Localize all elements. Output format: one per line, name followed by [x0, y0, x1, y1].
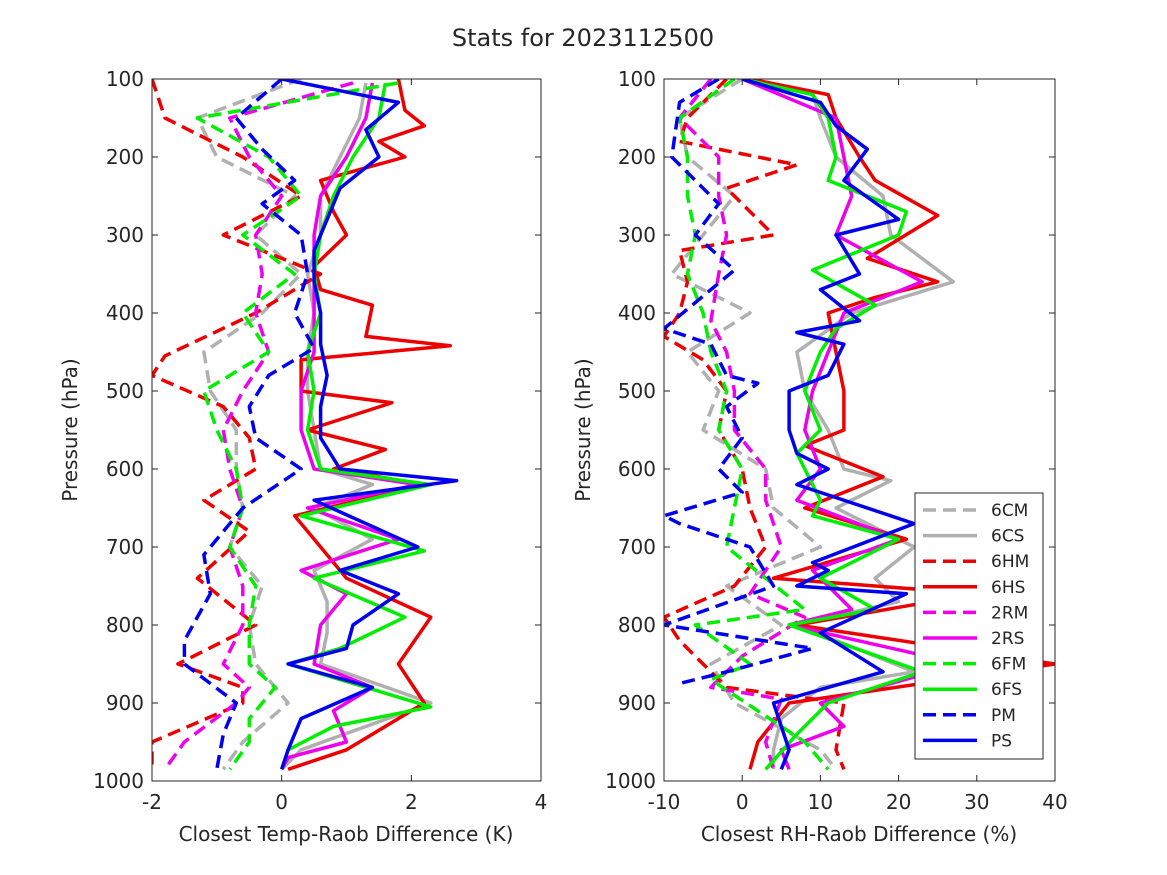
left-xtick-label: 0	[275, 790, 288, 814]
rh-difference-panel: Closest RH-Raob Difference (%) Pressure …	[571, 67, 1068, 846]
right-ytick-label: 300	[618, 223, 656, 247]
right-ytick-label: 1000	[605, 769, 656, 793]
right-series-6hs	[748, 79, 1055, 770]
right-xtick-label: 20	[886, 790, 911, 814]
left-xtick-label: 2	[405, 790, 418, 814]
right-xtick-label: -10	[648, 790, 681, 814]
right-ytick-label: 800	[618, 613, 656, 637]
left-ytick-label: 1000	[93, 769, 144, 793]
left-ytick-label: 300	[106, 223, 144, 247]
figure-title: Stats for 2023112500	[452, 24, 714, 52]
right-xlabel: Closest RH-Raob Difference (%)	[701, 822, 1017, 846]
legend-label-6hm: 6HM	[991, 552, 1029, 572]
left-ytick-label: 400	[106, 301, 144, 325]
right-ytick-label: 500	[618, 379, 656, 403]
left-ytick-label: 200	[106, 145, 144, 169]
right-ylabel: Pressure (hPa)	[571, 358, 595, 501]
left-series-ps	[280, 79, 459, 770]
left-ytick-label: 100	[106, 67, 144, 91]
legend: 6CM 6CS 6HM 6HS 2RM 2RS 6FM 6FS PM PS	[914, 492, 1044, 760]
left-ylabel: Pressure (hPa)	[58, 358, 82, 501]
left-series-6hm	[152, 79, 323, 770]
left-xtick-label: 4	[535, 790, 548, 814]
left-series-pm	[182, 79, 316, 770]
right-ytick-label: 600	[618, 457, 656, 481]
right-series-ps	[741, 79, 916, 770]
left-ytick-label: 900	[106, 691, 144, 715]
right-series-6cs	[741, 79, 956, 770]
right-series-pm	[664, 79, 815, 686]
left-ytick-label: 700	[106, 535, 144, 559]
right-series-6cm	[670, 79, 838, 771]
left-series-6fm	[195, 81, 399, 771]
right-axes-box	[663, 78, 1056, 782]
left-series-2rm	[163, 81, 354, 771]
legend-label-2rs: 2RS	[991, 629, 1024, 649]
left-ytick-label: 600	[106, 457, 144, 481]
right-series-6fs	[741, 79, 924, 771]
right-xtick-label: 30	[964, 790, 989, 814]
legend-label-6cm: 6CM	[991, 501, 1028, 521]
legend-label-6fs: 6FS	[991, 680, 1022, 700]
right-xtick-label: 0	[736, 790, 749, 814]
right-series-6fm	[677, 79, 830, 771]
legend-label-6cs: 6CS	[991, 527, 1024, 547]
right-ytick-label: 100	[618, 67, 656, 91]
legend-label-pm: PM	[991, 706, 1016, 726]
right-xtick-label: 10	[808, 790, 833, 814]
legend-label-6fm: 6FM	[991, 655, 1026, 675]
right-xtick-label: 40	[1042, 790, 1067, 814]
left-xtick-label: -2	[142, 790, 162, 814]
legend-label-ps: PS	[991, 731, 1012, 751]
temp-difference-panel: Closest Temp-Raob Difference (K) Pressur…	[58, 67, 547, 846]
legend-label-6hs: 6HS	[991, 578, 1025, 598]
left-ytick-label: 800	[106, 613, 144, 637]
left-ytick-label: 500	[106, 379, 144, 403]
left-axes-box	[151, 78, 542, 782]
right-ytick-label: 200	[618, 145, 656, 169]
right-ytick-label: 900	[618, 691, 656, 715]
right-ytick-label: 400	[618, 301, 656, 325]
right-ytick-label: 700	[618, 535, 656, 559]
left-series-6cm	[195, 79, 303, 771]
right-series-2rm	[677, 79, 807, 770]
left-xlabel: Closest Temp-Raob Difference (K)	[179, 822, 514, 846]
legend-label-2rm: 2RM	[991, 603, 1028, 623]
